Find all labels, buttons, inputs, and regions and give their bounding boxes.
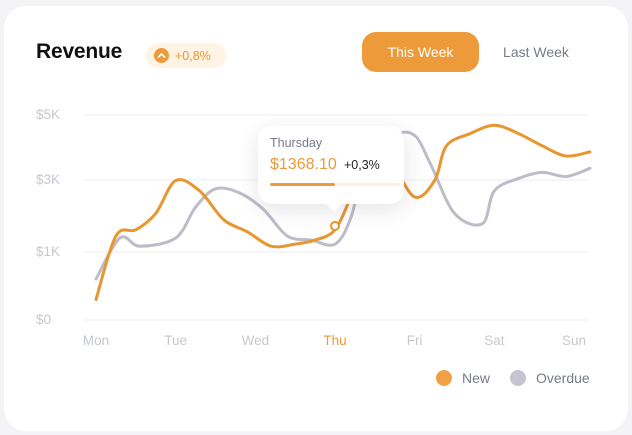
legend-new-label: New	[462, 370, 491, 386]
legend-overdue[interactable]: Overdue	[510, 370, 590, 386]
legend-overdue-swatch	[510, 370, 526, 386]
series-line-overdue	[94, 130, 592, 281]
series-line-new	[94, 123, 592, 301]
y-tick-label: $5K	[36, 107, 61, 122]
revenue-card	[4, 6, 628, 431]
x-tick-label[interactable]: Tue	[164, 333, 188, 348]
x-tick-label[interactable]: Sun	[561, 333, 587, 348]
y-tick-label: $0	[36, 312, 52, 327]
x-tick-label[interactable]: Sat	[484, 333, 505, 348]
x-tick-label[interactable]: Mon	[82, 333, 110, 348]
x-tick-label[interactable]: Wed	[241, 333, 270, 348]
change-badge: +0,8%	[146, 43, 226, 68]
change-badge-value: +0,8%	[175, 48, 211, 63]
tooltip-amount: $1368.10	[270, 156, 337, 173]
tooltip-change: +0,3%	[344, 158, 380, 172]
tooltip-progress-track	[270, 183, 400, 186]
legend-new[interactable]: New	[436, 370, 490, 386]
x-tick-label[interactable]: Thu	[323, 333, 347, 348]
tooltip-day: Thursday	[270, 136, 323, 150]
highlight-point[interactable]	[330, 221, 340, 231]
legend-overdue-label: Overdue	[536, 370, 590, 386]
legend-new-swatch	[436, 370, 452, 386]
y-tick-label: $3K	[36, 172, 61, 187]
x-tick-label[interactable]: Fri	[406, 333, 423, 348]
y-tick-label: $1K	[36, 244, 61, 259]
last-week-button[interactable]: Last Week	[488, 32, 584, 72]
tooltip-progress-fill	[270, 183, 335, 186]
this-week-button[interactable]: This Week	[362, 32, 479, 72]
arrow-up-icon	[154, 48, 169, 63]
card-title: Revenue	[36, 40, 123, 63]
tooltip: Thursday $1368.10 +0,3%	[258, 126, 404, 213]
